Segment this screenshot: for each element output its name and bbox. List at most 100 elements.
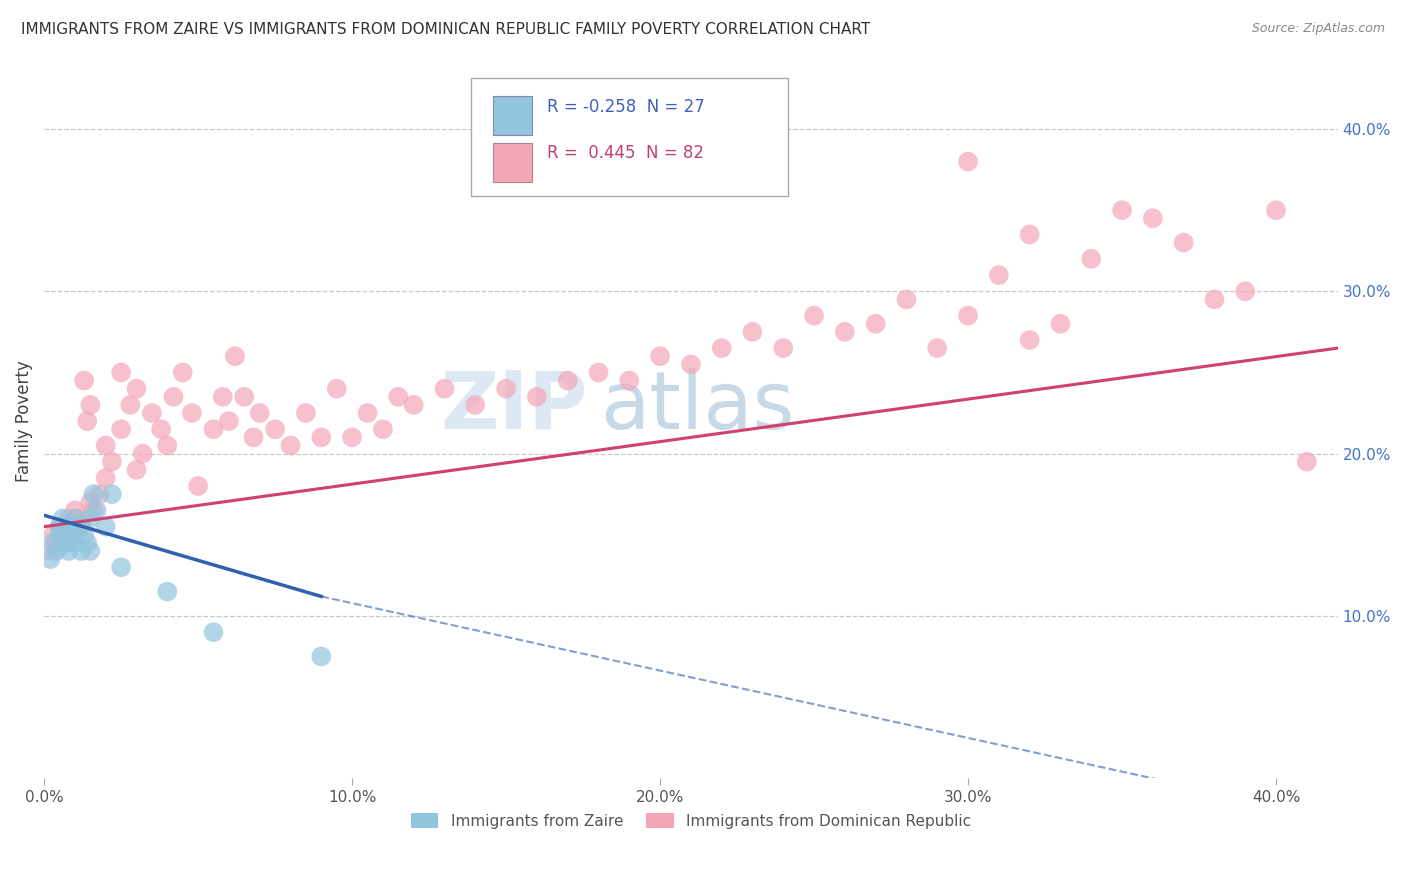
Point bbox=[311, 649, 333, 664]
Point bbox=[218, 414, 240, 428]
Point bbox=[987, 268, 1010, 282]
Point bbox=[48, 528, 70, 542]
Y-axis label: Family Poverty: Family Poverty bbox=[15, 360, 32, 482]
Point bbox=[1204, 293, 1226, 307]
Point bbox=[772, 341, 794, 355]
Bar bbox=[494, 143, 531, 182]
Point bbox=[82, 503, 104, 517]
Point bbox=[1049, 317, 1071, 331]
Point bbox=[79, 495, 101, 509]
Point bbox=[94, 519, 117, 533]
Point bbox=[76, 414, 98, 428]
Point bbox=[325, 382, 347, 396]
Point bbox=[42, 528, 65, 542]
Point bbox=[557, 374, 579, 388]
Point bbox=[619, 374, 641, 388]
Point bbox=[211, 390, 233, 404]
Point bbox=[202, 625, 225, 640]
Point bbox=[45, 544, 67, 558]
Point bbox=[249, 406, 271, 420]
Point bbox=[865, 317, 887, 331]
Point bbox=[1295, 455, 1317, 469]
Point bbox=[1111, 203, 1133, 218]
Point bbox=[45, 536, 67, 550]
Point bbox=[526, 390, 548, 404]
Point bbox=[927, 341, 949, 355]
Point bbox=[86, 503, 108, 517]
Point bbox=[58, 519, 80, 533]
Point bbox=[82, 487, 104, 501]
Point bbox=[110, 560, 132, 574]
Point bbox=[63, 519, 86, 533]
Point bbox=[70, 519, 93, 533]
Point bbox=[433, 382, 456, 396]
Point bbox=[79, 398, 101, 412]
Text: ZIP: ZIP bbox=[440, 368, 588, 446]
Point bbox=[58, 511, 80, 525]
Point bbox=[156, 438, 179, 452]
Point bbox=[172, 366, 194, 380]
Point bbox=[89, 487, 111, 501]
Text: R = -0.258  N = 27: R = -0.258 N = 27 bbox=[547, 97, 704, 116]
Point bbox=[356, 406, 378, 420]
Point bbox=[79, 511, 101, 525]
Point bbox=[242, 430, 264, 444]
Point bbox=[58, 544, 80, 558]
Point bbox=[957, 154, 980, 169]
Point bbox=[52, 528, 75, 542]
Point bbox=[311, 430, 333, 444]
Point bbox=[187, 479, 209, 493]
Point bbox=[55, 536, 77, 550]
Text: IMMIGRANTS FROM ZAIRE VS IMMIGRANTS FROM DOMINICAN REPUBLIC FAMILY POVERTY CORRE: IMMIGRANTS FROM ZAIRE VS IMMIGRANTS FROM… bbox=[21, 22, 870, 37]
Point bbox=[63, 511, 86, 525]
Point bbox=[387, 390, 409, 404]
Point bbox=[101, 455, 124, 469]
Point bbox=[202, 422, 225, 436]
Point bbox=[48, 519, 70, 533]
Point bbox=[60, 528, 83, 542]
Point bbox=[66, 511, 89, 525]
Point bbox=[648, 349, 671, 363]
Point bbox=[39, 544, 62, 558]
Point bbox=[264, 422, 287, 436]
Point bbox=[1080, 252, 1102, 266]
Point bbox=[39, 552, 62, 566]
Point bbox=[48, 519, 70, 533]
Point bbox=[1265, 203, 1288, 218]
FancyBboxPatch shape bbox=[471, 78, 787, 196]
Point bbox=[55, 536, 77, 550]
Text: R =  0.445  N = 82: R = 0.445 N = 82 bbox=[547, 144, 704, 162]
Point bbox=[125, 382, 148, 396]
Point bbox=[1234, 285, 1257, 299]
Point bbox=[957, 309, 980, 323]
Point bbox=[233, 390, 256, 404]
Point bbox=[63, 536, 86, 550]
Point bbox=[1018, 333, 1040, 347]
Point bbox=[120, 398, 142, 412]
Point bbox=[679, 357, 702, 371]
Point bbox=[741, 325, 763, 339]
Point bbox=[371, 422, 394, 436]
Point bbox=[803, 309, 825, 323]
Point bbox=[156, 584, 179, 599]
Point bbox=[402, 398, 425, 412]
Point bbox=[834, 325, 856, 339]
Point bbox=[1142, 211, 1164, 226]
Point bbox=[340, 430, 363, 444]
Point bbox=[588, 366, 610, 380]
Point bbox=[1173, 235, 1195, 250]
Point bbox=[1018, 227, 1040, 242]
Point bbox=[295, 406, 318, 420]
Point bbox=[66, 519, 89, 533]
Point bbox=[181, 406, 204, 420]
Point bbox=[224, 349, 246, 363]
Point bbox=[79, 544, 101, 558]
Point bbox=[73, 374, 96, 388]
Point bbox=[125, 463, 148, 477]
Point bbox=[710, 341, 733, 355]
Point bbox=[73, 528, 96, 542]
Point bbox=[150, 422, 173, 436]
Bar bbox=[494, 96, 531, 136]
Point bbox=[76, 536, 98, 550]
Text: Source: ZipAtlas.com: Source: ZipAtlas.com bbox=[1251, 22, 1385, 36]
